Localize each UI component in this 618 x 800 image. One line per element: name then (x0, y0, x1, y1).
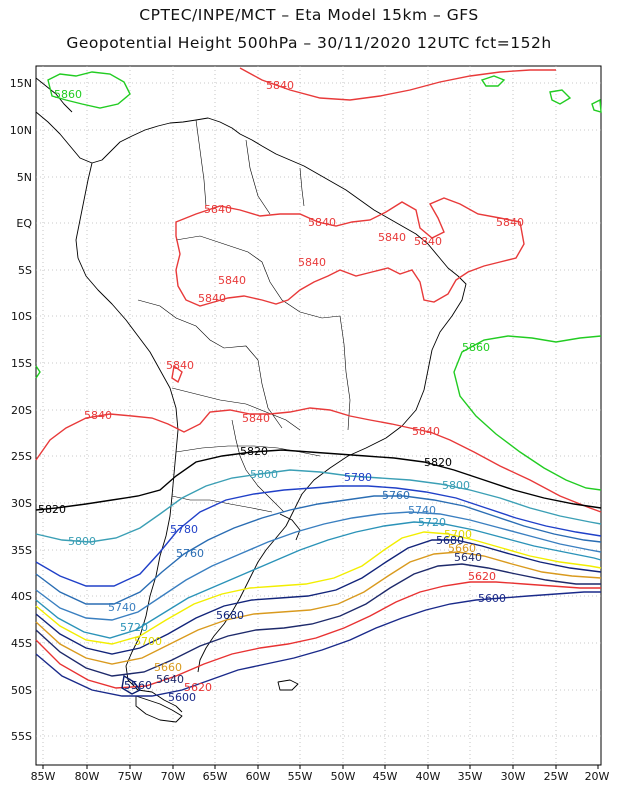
contour-label: 5660 (448, 542, 476, 555)
contour-label: 5840 (412, 425, 440, 438)
lat-tick-label: 5N (17, 171, 32, 184)
lon-tick-label: 75W (118, 770, 143, 783)
lon-tick-label: 50W (331, 770, 356, 783)
contour-label: 5820 (424, 456, 452, 469)
graticule (36, 66, 601, 765)
lon-tick-label: 55W (288, 770, 313, 783)
lat-tick-label: 45S (11, 637, 32, 650)
lon-tick-label: 25W (544, 770, 569, 783)
coastline (35, 77, 467, 723)
lat-tick-label: 20S (11, 404, 32, 417)
contour-label: 5840 (496, 216, 524, 229)
contour-label: 5600 (478, 592, 506, 605)
contour-label: 5840 (166, 359, 194, 372)
contour-label: 5840 (242, 412, 270, 425)
contour-label: 5740 (408, 504, 436, 517)
contour-label: 5700 (444, 528, 472, 541)
lon-tick-label: 30W (501, 770, 526, 783)
contour-label: 5820 (240, 445, 268, 458)
contour-label: 5840 (266, 79, 294, 92)
contour-label-layer: 5860 5840 5840 5840 5840 5840 5840 5840 … (38, 79, 524, 704)
contour-label: 5800 (442, 479, 470, 492)
contour-label: 5860 (462, 341, 490, 354)
latitude-axis: 15N 10N 5N EQ 5S 10S 15S 20S 25S 30S 35S… (10, 77, 33, 743)
contour-label: 5740 (108, 601, 136, 614)
lat-tick-label: 30S (11, 497, 32, 510)
contour-label: 5840 (298, 256, 326, 269)
lat-tick-label: 25S (11, 450, 32, 463)
contour-label: 5840 (218, 274, 246, 287)
lon-tick-label: 35W (458, 770, 483, 783)
lat-tick-label: 10S (11, 310, 32, 323)
contour-label: 5720 (418, 516, 446, 529)
lat-tick-label: 40S (11, 590, 32, 603)
lat-tick-label: 5S (18, 264, 32, 277)
contour-label: 5680 (436, 534, 464, 547)
contour-label: 5720 (120, 621, 148, 634)
lon-tick-label: 45W (373, 770, 398, 783)
chart-title-line2: Geopotential Height 500hPa – 30/11/2020 … (66, 34, 552, 52)
contour-label: 5620 (184, 681, 212, 694)
contour-label: 5620 (468, 570, 496, 583)
longitude-axis: 85W 80W 75W 70W 65W 60W 55W 50W 45W 40W … (31, 770, 610, 783)
contour-label: 5640 (156, 673, 184, 686)
contour-label: 5840 (198, 292, 226, 305)
contour-label: 5860 (54, 88, 82, 101)
contour-label: 5640 (454, 551, 482, 564)
axis-ticks (42, 765, 599, 769)
contour-label: 5780 (170, 523, 198, 536)
lat-tick-label: 50S (11, 684, 32, 697)
lat-tick-label: 55S (11, 730, 32, 743)
contour-label: 5840 (378, 231, 406, 244)
lat-tick-label: 15S (11, 357, 32, 370)
contour-label: 5780 (344, 471, 372, 484)
contour-label: 5840 (84, 409, 112, 422)
contour-lines (35, 67, 602, 697)
lon-tick-label: 40W (416, 770, 441, 783)
lon-tick-label: 70W (161, 770, 186, 783)
contour-label: 5840 (308, 216, 336, 229)
lat-tick-label: 15N (10, 77, 32, 90)
contour-label: 5660 (154, 661, 182, 674)
lon-tick-label: 85W (31, 770, 56, 783)
contour-label: 5840 (204, 203, 232, 216)
lat-tick-label: 10N (10, 124, 32, 137)
contour-label: 5700 (134, 635, 162, 648)
lon-tick-label: 20W (585, 770, 610, 783)
contour-label: 5760 (382, 489, 410, 502)
contour-label: 5680 (216, 609, 244, 622)
lon-tick-label: 65W (203, 770, 228, 783)
contour-label: 5760 (176, 547, 204, 560)
country-borders (137, 119, 351, 513)
lon-tick-label: 80W (75, 770, 100, 783)
contour-label: 5560 (124, 679, 152, 692)
contour-label: 5840 (414, 235, 442, 248)
contour-label: 5600 (168, 691, 196, 704)
contour-label: 5820 (38, 503, 66, 516)
lon-tick-label: 60W (246, 770, 271, 783)
chart-title-line1: CPTEC/INPE/MCT – Eta Model 15km – GFS (139, 6, 479, 24)
contour-label: 5800 (250, 468, 278, 481)
lat-tick-label: EQ (16, 217, 32, 230)
lat-tick-label: 35S (11, 544, 32, 557)
contour-label: 5800 (68, 535, 96, 548)
